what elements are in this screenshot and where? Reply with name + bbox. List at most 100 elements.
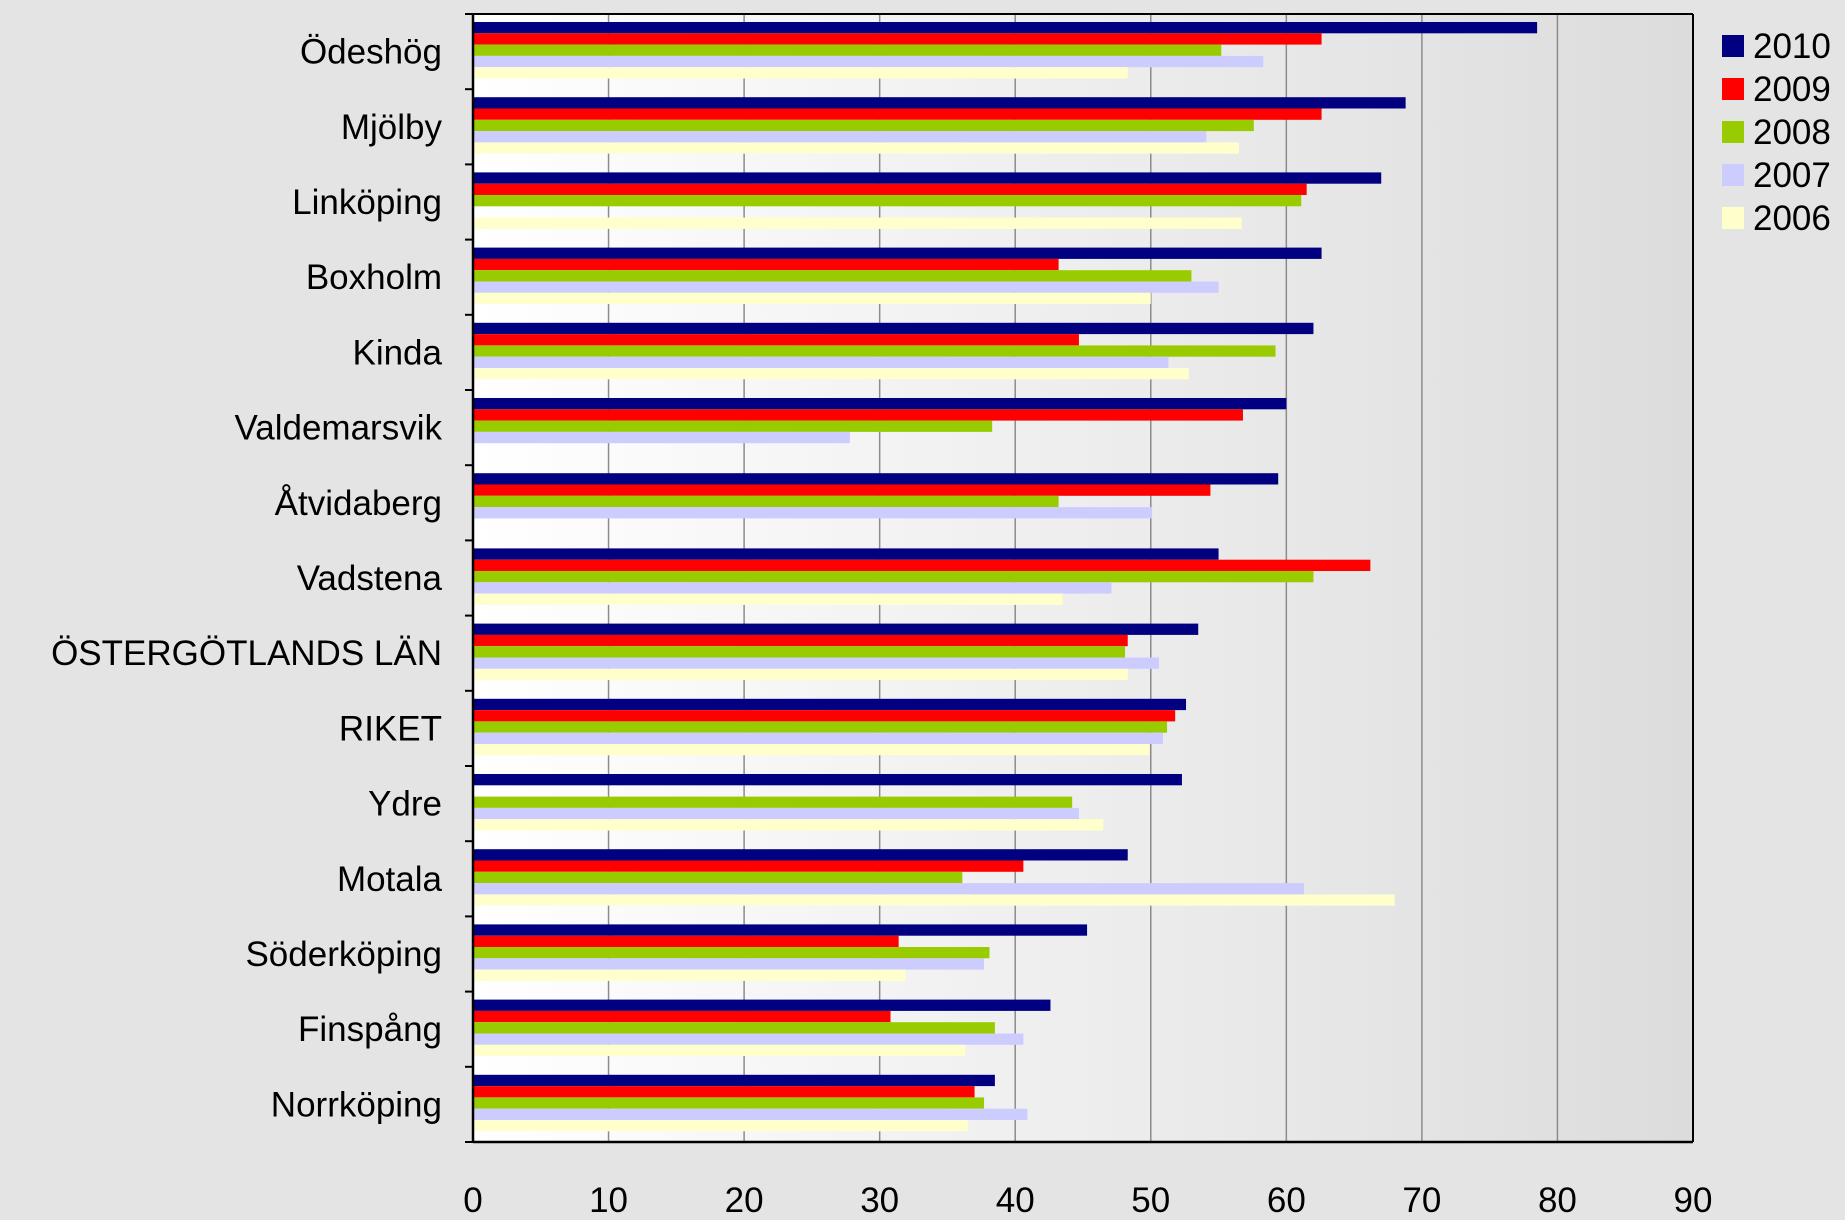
bar [473, 55, 1264, 68]
category-label: Valdemarsvik [235, 409, 443, 448]
bar [473, 871, 963, 884]
category-label: Ödeshög [300, 33, 442, 72]
bar [473, 646, 1126, 658]
bar [473, 172, 1382, 184]
category-label: ÖSTERGÖTLANDS LÄN [51, 634, 442, 673]
bar [473, 593, 1063, 605]
bar [473, 698, 1187, 711]
bar [473, 131, 1207, 143]
legend: 2010 2009 2008 2007 2006 [1722, 27, 1831, 238]
bar [473, 292, 1151, 305]
bar [473, 345, 1276, 357]
bar [473, 1010, 891, 1023]
bar [473, 582, 1112, 594]
x-tick-labels: 0 10 20 30 40 50 60 70 80 90 [463, 1181, 1713, 1220]
bar [473, 67, 1128, 79]
bar [473, 819, 1104, 831]
bar [473, 774, 1182, 786]
bar [473, 571, 1314, 583]
bar [473, 1097, 985, 1109]
category-label: RIKET [339, 709, 442, 748]
bar [473, 409, 1243, 421]
bar [473, 195, 1302, 207]
legend-label: 2010 [1753, 27, 1831, 66]
bar [473, 473, 1279, 485]
bar [473, 334, 1079, 346]
bar [473, 999, 1051, 1011]
category-label: Mjölby [341, 108, 443, 147]
bar [473, 258, 1059, 271]
bar [473, 119, 1254, 132]
bar [473, 958, 985, 970]
x-tick-label: 50 [1131, 1181, 1170, 1215]
bar [473, 668, 1128, 681]
category-label: Motala [337, 860, 443, 899]
legend-label: 2007 [1753, 156, 1831, 195]
x-tick-label: 30 [860, 1181, 899, 1215]
bar [473, 1086, 975, 1098]
bar [473, 548, 1219, 560]
bar [473, 732, 1163, 744]
legend-label: 2008 [1753, 113, 1831, 152]
bar [473, 431, 850, 444]
bar [473, 142, 1239, 154]
bar [473, 807, 1079, 820]
bar [473, 894, 1395, 906]
category-label: Norrköping [271, 1085, 442, 1124]
bar [473, 883, 1304, 895]
category-label: Linköping [292, 183, 442, 222]
bar [473, 924, 1088, 936]
bar [473, 623, 1199, 635]
bar [473, 657, 1159, 669]
bar [473, 281, 1219, 293]
x-tick-label: 20 [725, 1181, 764, 1215]
bar [473, 183, 1307, 195]
legend-swatch [1722, 78, 1744, 100]
bar [473, 356, 1169, 368]
bar [473, 935, 899, 947]
bar [473, 33, 1322, 45]
bar [473, 108, 1322, 120]
bar [473, 1108, 1028, 1120]
bar [473, 947, 990, 959]
bars [473, 22, 1538, 1132]
bar [473, 969, 906, 981]
x-tick-label: 90 [1674, 1181, 1713, 1215]
bar [473, 247, 1322, 259]
bar [473, 744, 1150, 756]
bar [473, 97, 1406, 109]
category-label: Söderköping [245, 935, 442, 974]
category-label: Kinda [352, 333, 442, 372]
bar [473, 217, 1242, 229]
bar [473, 721, 1168, 733]
category-label: Finspång [298, 1010, 442, 1049]
legend-swatch [1722, 164, 1744, 186]
x-tick-label: 40 [996, 1181, 1035, 1215]
bar [473, 398, 1287, 410]
bar [473, 849, 1128, 861]
bar [473, 860, 1024, 872]
bar [473, 1074, 995, 1087]
legend-swatch [1722, 35, 1744, 57]
x-tick-label: 80 [1538, 1181, 1577, 1215]
axes [465, 13, 1694, 1144]
bar [473, 1033, 1024, 1045]
category-label: Ydre [368, 785, 442, 824]
bar [473, 1120, 968, 1132]
bar [473, 710, 1176, 722]
x-tick-label: 60 [1267, 1181, 1306, 1215]
bar [473, 559, 1371, 571]
x-tick-label: 70 [1402, 1181, 1441, 1215]
category-label: Vadstena [297, 559, 443, 598]
bar [473, 796, 1073, 808]
bar [473, 495, 1059, 508]
category-label: Boxholm [306, 258, 442, 297]
legend-swatch [1722, 121, 1744, 143]
legend-label: 2009 [1753, 70, 1831, 109]
bar [473, 270, 1192, 282]
category-label: Åtvidaberg [275, 484, 442, 523]
x-tick-label: 0 [463, 1181, 482, 1215]
legend-label: 2006 [1753, 199, 1831, 238]
